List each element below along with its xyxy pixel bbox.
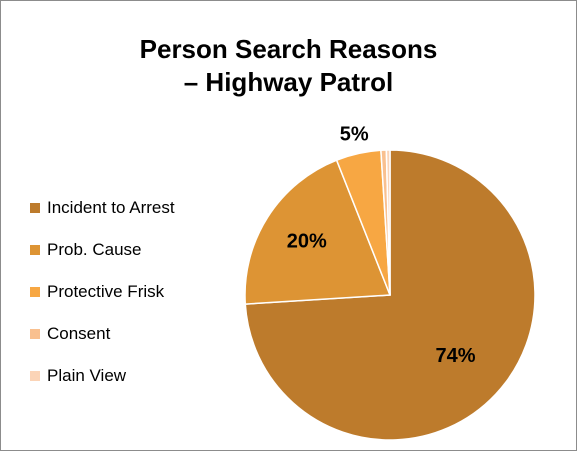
chart-title-line-2: – Highway Patrol [183,67,394,97]
legend-label-protective-frisk: Protective Frisk [47,282,165,301]
legend-item-incident-to-arrest: Incident to Arrest [30,187,175,229]
legend-label-incident-to-arrest: Incident to Arrest [47,198,175,217]
legend-swatch-incident-to-arrest [30,203,40,213]
chart-title-line-1: Person Search Reasons [139,34,438,64]
chart-title: Person Search Reasons – Highway Patrol [0,33,577,99]
legend-swatch-consent [30,329,40,339]
legend-swatch-protective-frisk [30,287,40,297]
data-label-protective-frisk: 5% [340,123,369,145]
legend-item-plain-view: Plain View [30,355,175,397]
chart-legend: Incident to Arrest Prob. Cause Protectiv… [30,187,175,397]
data-label-prob-cause: 20% [287,230,327,252]
pie-slice-plain-view [385,149,391,296]
legend-swatch-prob-cause [30,245,40,255]
legend-label-prob-cause: Prob. Cause [47,240,142,259]
legend-item-prob-cause: Prob. Cause [30,229,175,271]
data-label-incident-to-arrest: 74% [436,345,476,367]
legend-item-consent: Consent [30,313,175,355]
legend-label-consent: Consent [47,324,111,343]
legend-swatch-plain-view [30,371,40,381]
legend-label-plain-view: Plain View [47,366,127,385]
pie-slice-prob-cause [244,159,392,305]
legend-item-protective-frisk: Protective Frisk [30,271,175,313]
